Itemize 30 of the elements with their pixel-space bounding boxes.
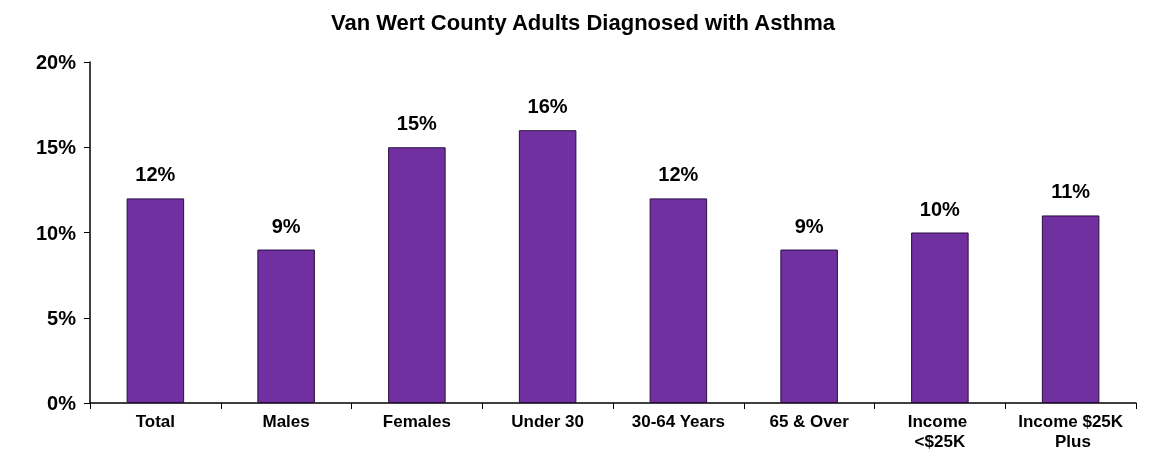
bar [126, 198, 185, 403]
chart-title: Van Wert County Adults Diagnosed with Asthma [330, 9, 836, 35]
data-label: 12% [658, 163, 699, 186]
x-tick-label: Under 30 [511, 411, 584, 431]
x-tick-label: 30-64 Years [631, 411, 726, 431]
bar [388, 147, 446, 403]
bar [1041, 215, 1100, 403]
data-label: 12% [135, 163, 176, 186]
bar [911, 232, 969, 403]
bar [780, 249, 838, 403]
y-tick-label: 5% [47, 306, 77, 329]
bar [649, 198, 708, 403]
data-label: 15% [396, 112, 438, 135]
data-label: 11% [1051, 180, 1091, 203]
x-tick-label: Males [262, 411, 310, 431]
data-label: 16% [527, 95, 568, 118]
x-tick-label: Income $25K Plus [1018, 411, 1124, 451]
bar [518, 130, 577, 403]
y-tick-label: 15% [35, 136, 77, 159]
bar [257, 249, 315, 403]
x-tick-label: Total [135, 411, 176, 431]
data-label: 9% [271, 214, 301, 237]
y-tick-label: 0% [47, 392, 77, 414]
x-tick-label: Income <$25K [907, 411, 972, 451]
y-tick-label: 10% [35, 221, 77, 244]
x-tick-label: Females [382, 411, 451, 431]
x-tick-label: 65 & Over [769, 411, 850, 431]
data-label: 9% [794, 214, 824, 237]
y-tick-label: 20% [35, 51, 77, 73]
data-label: 10% [919, 197, 961, 220]
